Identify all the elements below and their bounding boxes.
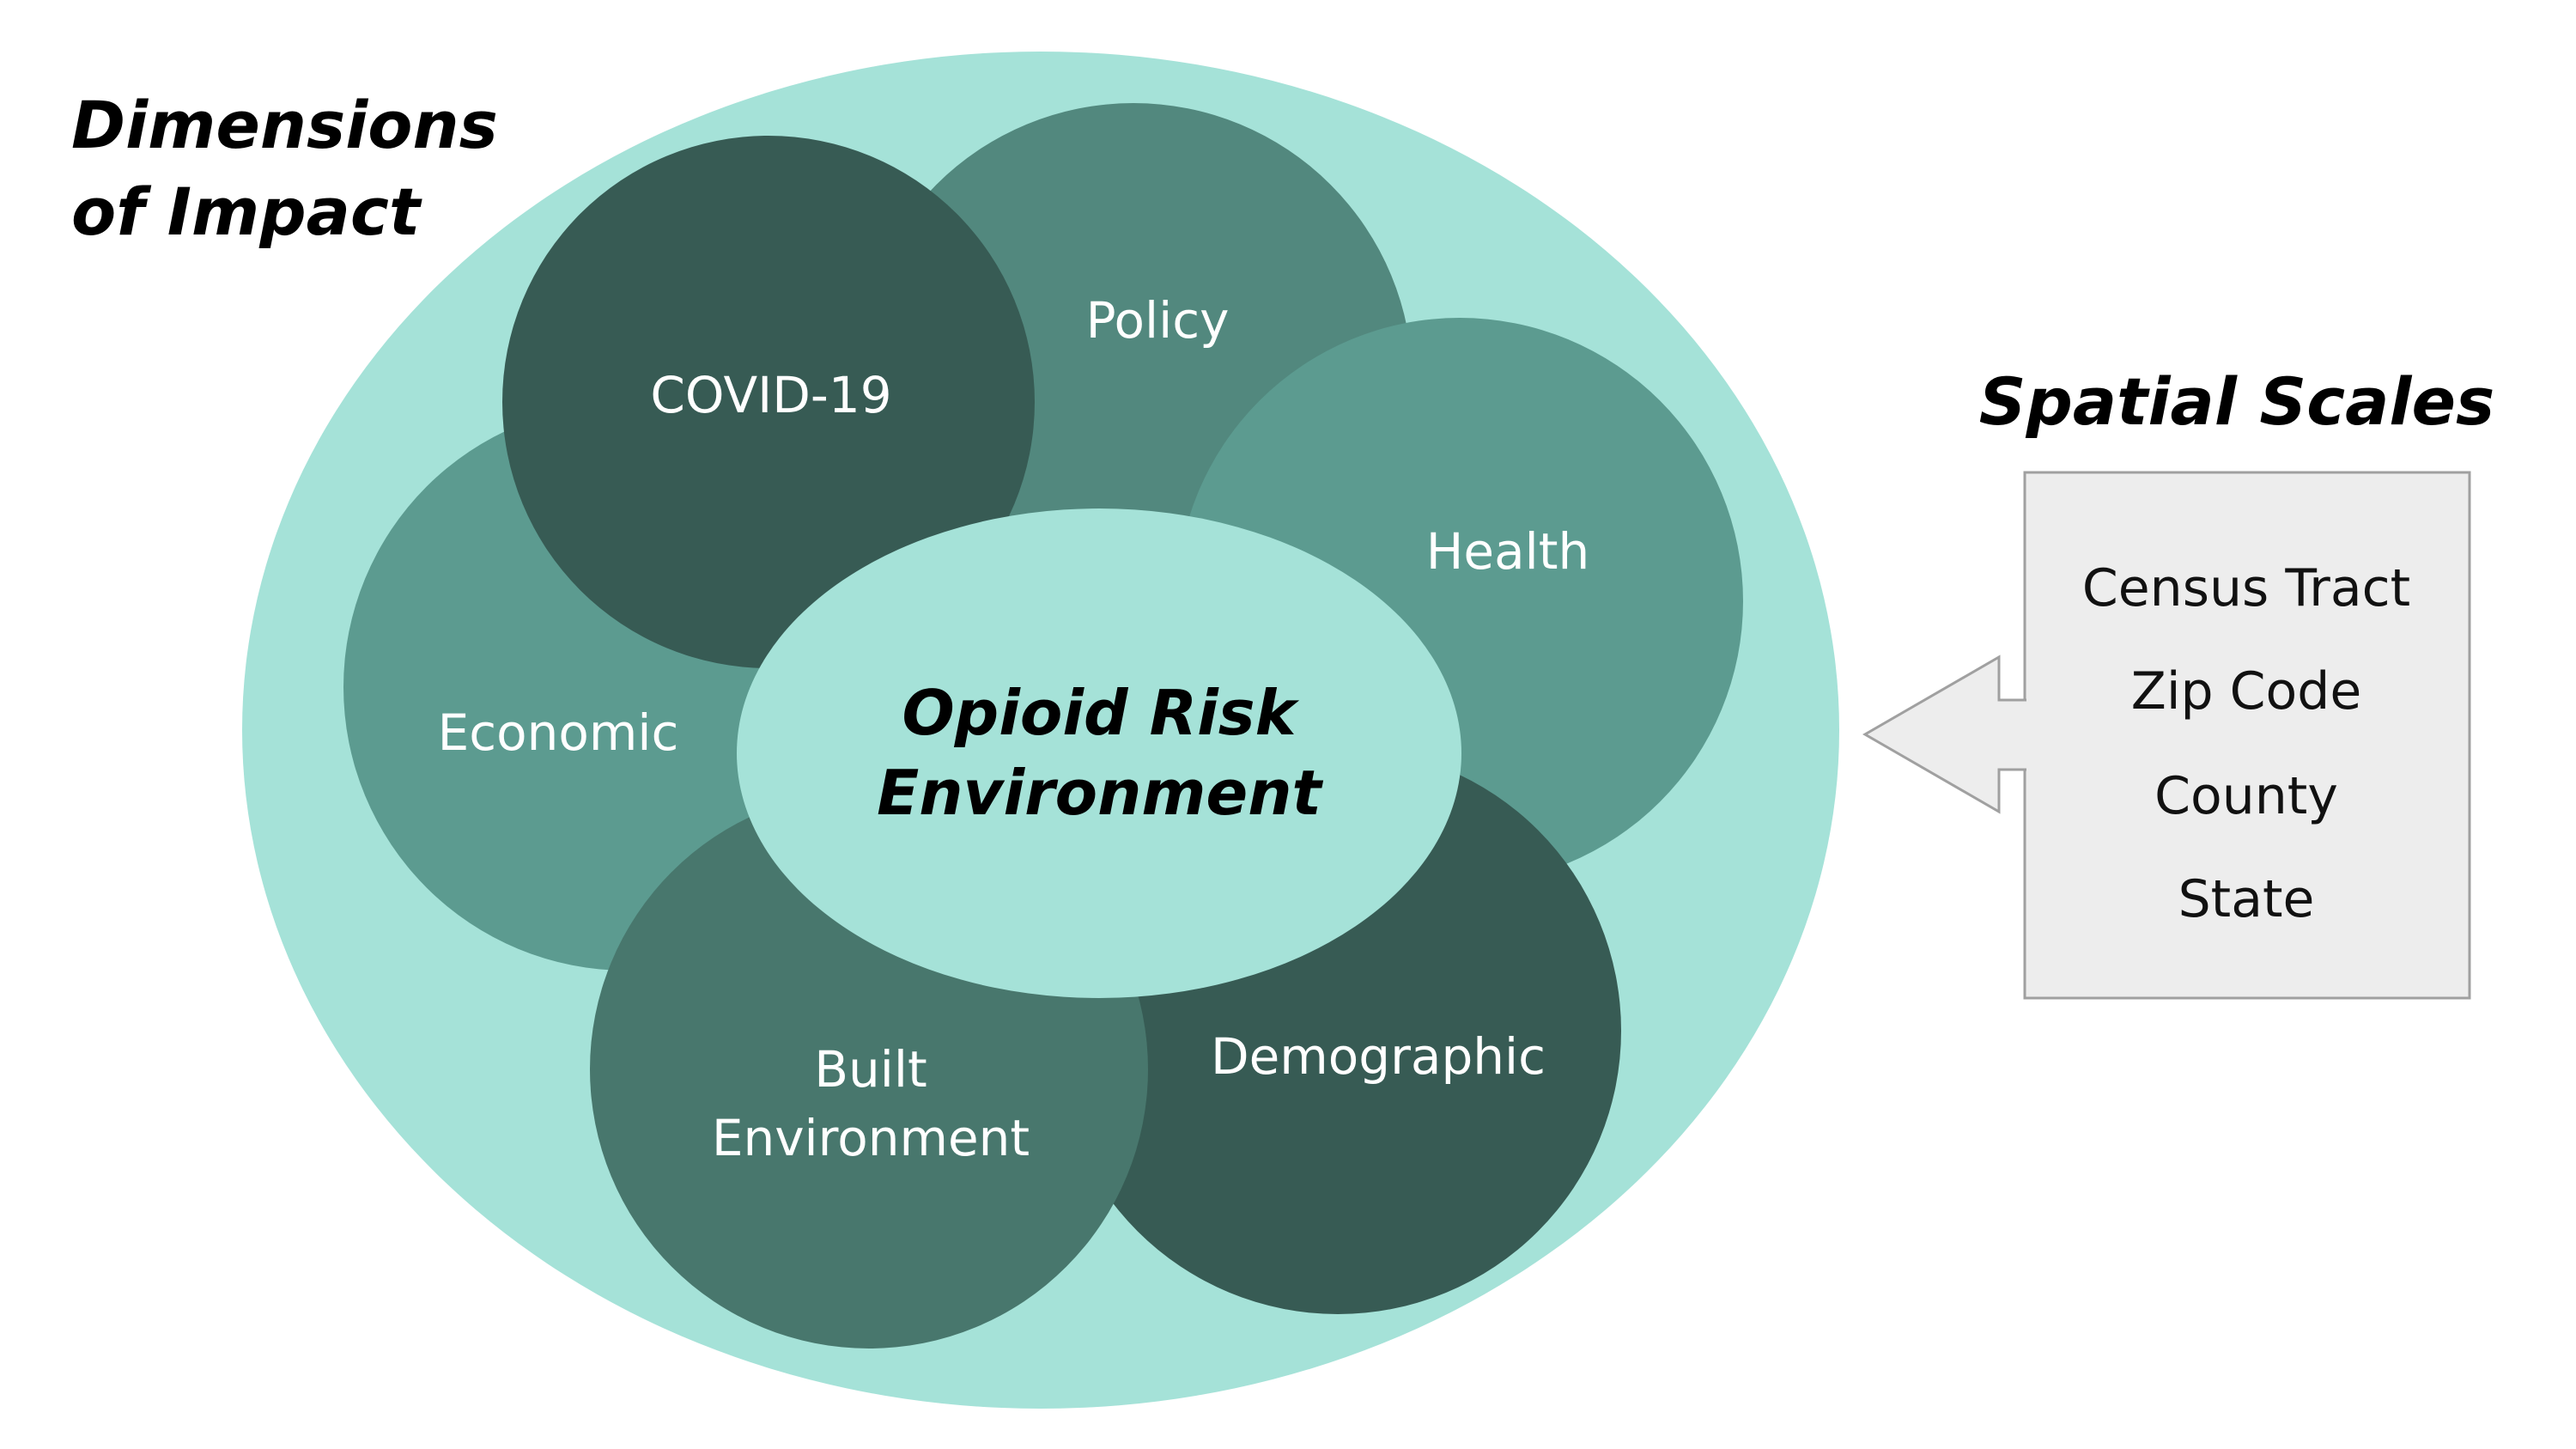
health-label: Health bbox=[1426, 522, 1589, 581]
scale-item-census-tract: Census Tract bbox=[2082, 558, 2410, 618]
scale-item-zip-code: Zip Code bbox=[2131, 661, 2362, 721]
center-label-line1: Opioid Risk bbox=[902, 677, 1299, 749]
scale-item-county: County bbox=[2154, 766, 2338, 826]
covid-label: COVID-19 bbox=[650, 366, 891, 424]
policy-label: Policy bbox=[1086, 291, 1230, 350]
dimensions-heading-line1: Dimensions bbox=[71, 87, 498, 163]
spatial-scales-box bbox=[2023, 471, 2471, 1000]
economic-label: Economic bbox=[438, 703, 679, 762]
center-ellipse bbox=[737, 508, 1461, 998]
scale-item-state: State bbox=[2178, 869, 2315, 929]
covid-circle bbox=[502, 136, 1035, 668]
demographic-label: Demographic bbox=[1211, 1027, 1546, 1086]
built-environment-label-line1: Built bbox=[814, 1040, 927, 1099]
dimensions-heading-line2: of Impact bbox=[71, 174, 422, 250]
center-label-line2: Environment bbox=[877, 757, 1323, 829]
built-environment-label-line2: Environment bbox=[712, 1109, 1030, 1167]
left-arrow-icon bbox=[1862, 654, 2026, 814]
spatial-scales-heading: Spatial Scales bbox=[1979, 363, 2495, 440]
